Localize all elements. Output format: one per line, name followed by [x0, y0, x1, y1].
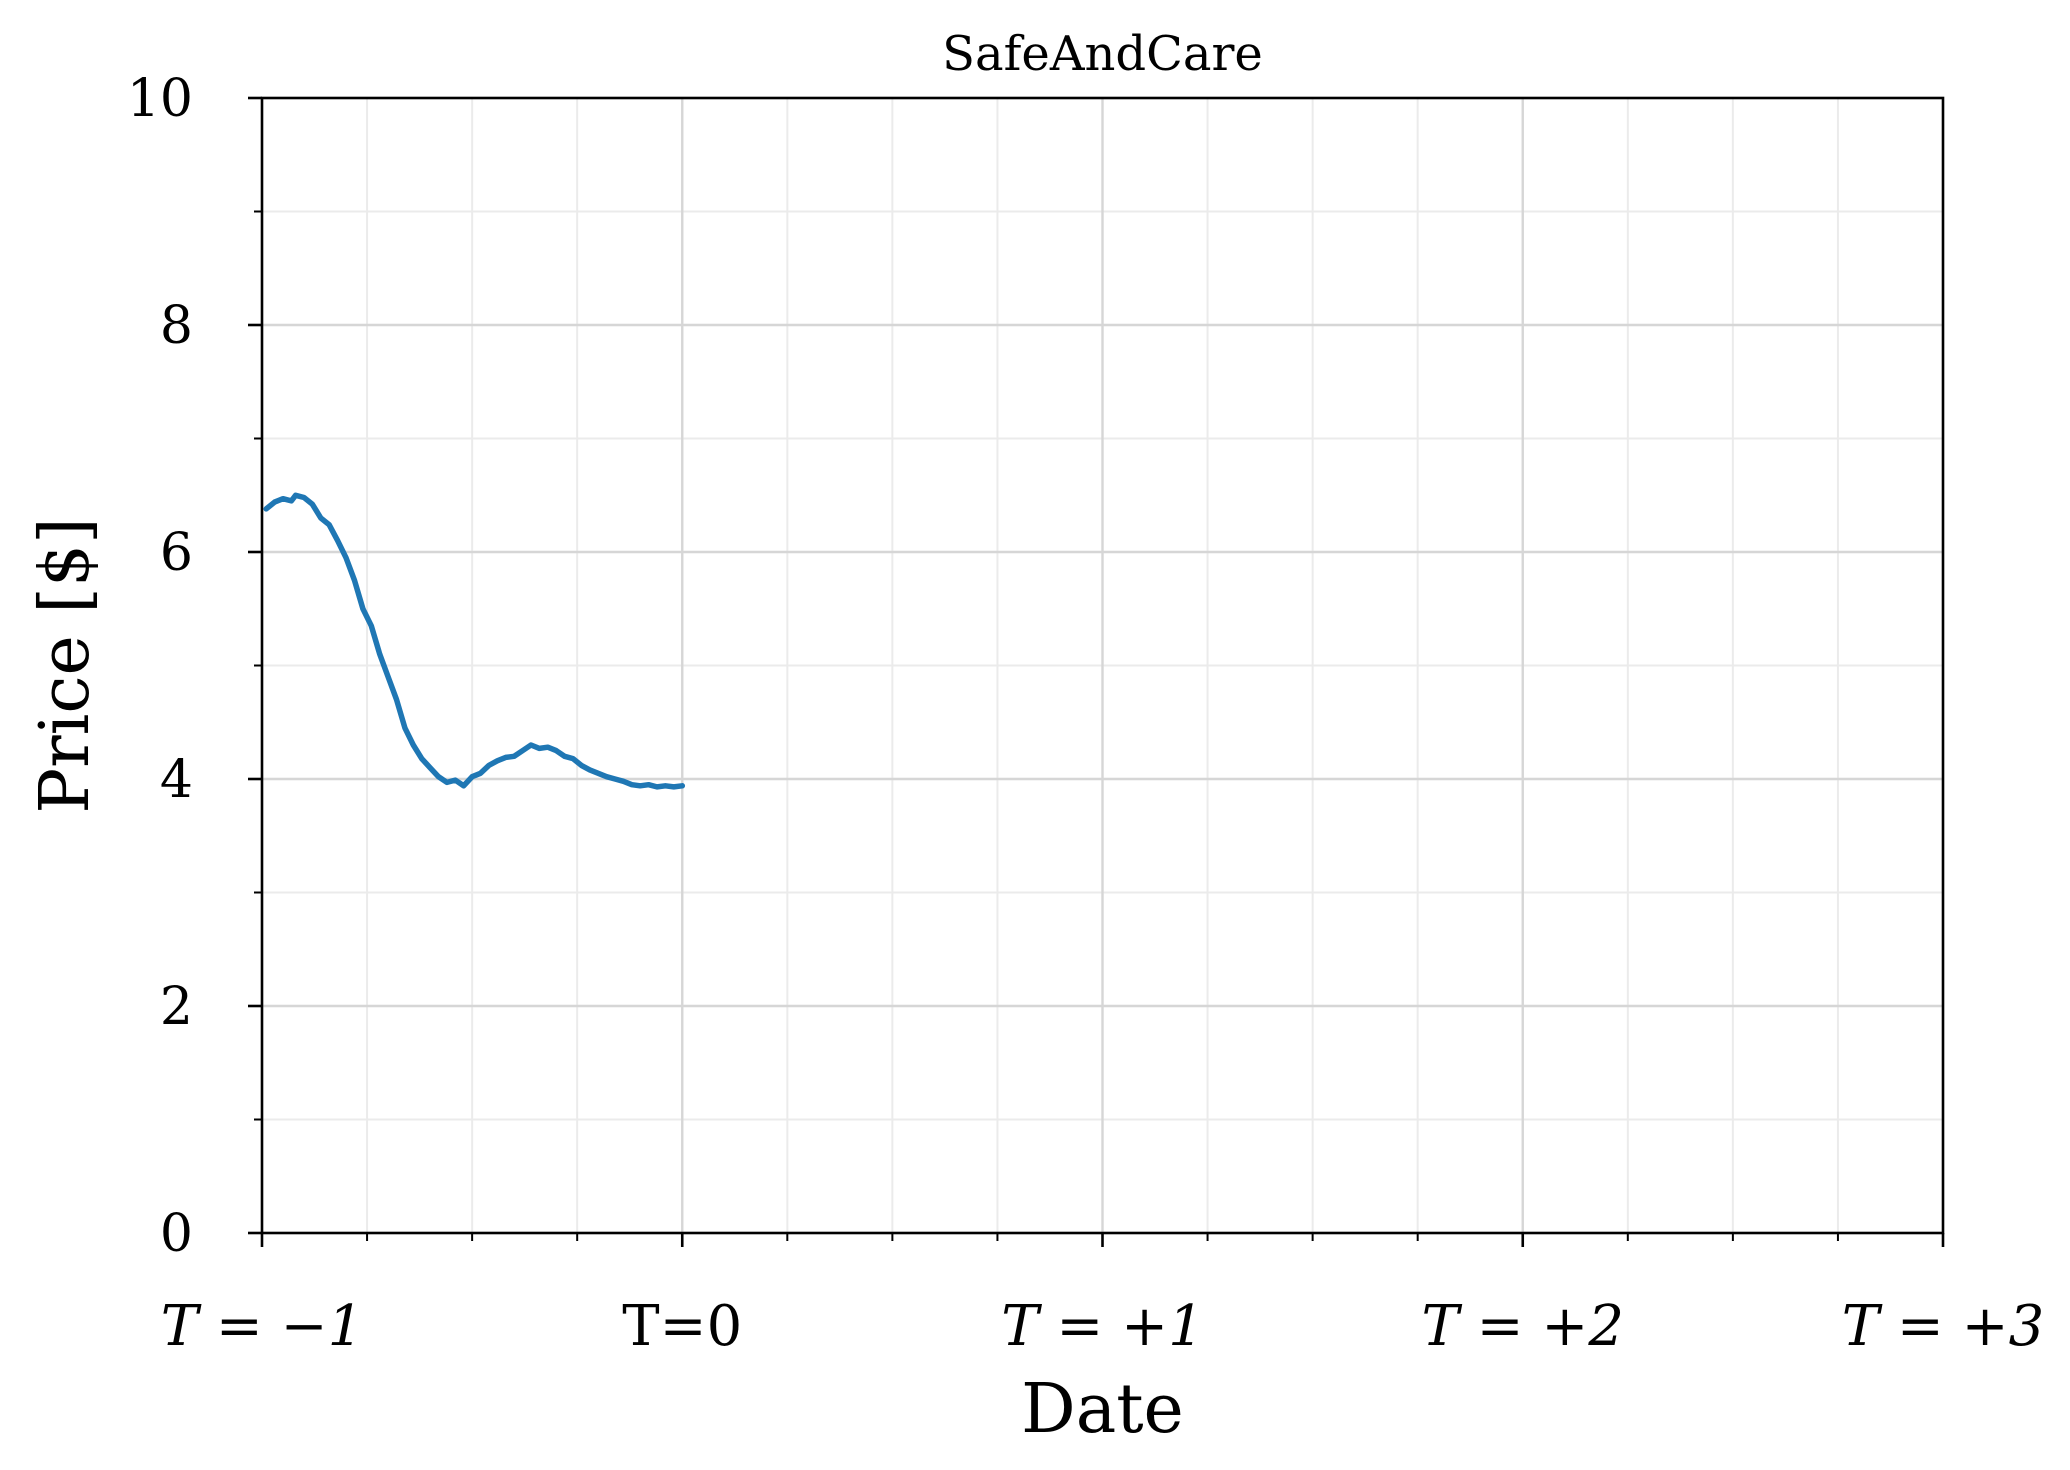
major-grid	[262, 98, 1943, 1233]
x-tick-label: T = +1	[1001, 1294, 1203, 1359]
series-line	[263, 492, 686, 790]
x-axis-label: Date	[1021, 1370, 1184, 1449]
y-tick-label: 10	[127, 69, 193, 129]
y-tick-label: 6	[160, 523, 193, 583]
x-tick-labels: T = −1 T=0 T = +1 T = +2 T = +3	[161, 1294, 2044, 1359]
chart-title: SafeAndCare	[942, 26, 1263, 82]
x-tick-label: T = +2	[1422, 1294, 1624, 1359]
x-tick-label: T = +3	[1842, 1294, 2044, 1359]
y-tick-label: 4	[160, 750, 193, 810]
y-tick-label: 8	[160, 296, 193, 356]
y-tick-labels: 0 2 4 6 8 10	[127, 69, 193, 1264]
y-axis-label: Price [$]	[26, 517, 105, 813]
x-tick-label: T=0	[622, 1294, 742, 1359]
x-tick-label: T = −1	[161, 1294, 363, 1359]
y-tick-label: 0	[160, 1204, 193, 1264]
axis-ticks	[248, 96, 1945, 1247]
y-tick-label: 2	[160, 977, 193, 1037]
